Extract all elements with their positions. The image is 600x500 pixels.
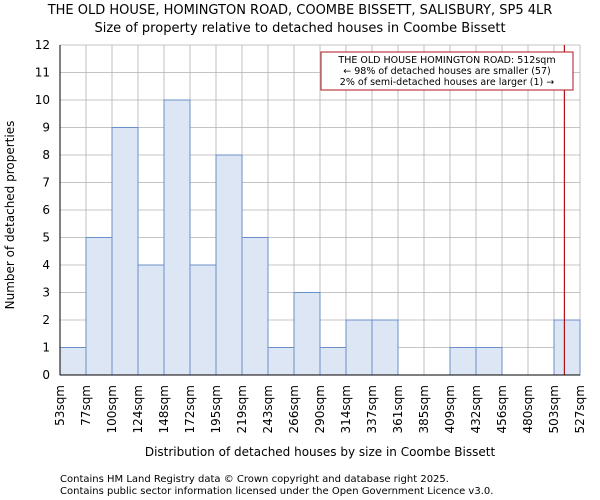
annotation-border	[320, 51, 574, 91]
annotation-line-3: 2% of semi-detached houses are larger (1…	[340, 77, 554, 88]
footer-line-1: Contains HM Land Registry data © Crown c…	[60, 474, 449, 485]
chart-subtitle: Size of property relative to detached ho…	[94, 21, 505, 36]
bar	[137, 264, 165, 376]
x-tick-label: 266sqm	[287, 385, 301, 433]
y-tick-label: 6	[42, 203, 50, 217]
bar	[241, 237, 269, 376]
bar	[267, 347, 295, 376]
y-tick-label: 10	[35, 93, 50, 107]
y-tick-label: 5	[42, 231, 50, 245]
x-tick-label: 503sqm	[547, 385, 561, 433]
y-tick-label: 3	[42, 286, 50, 300]
bar	[319, 347, 347, 376]
x-tick-label: 361sqm	[391, 385, 405, 433]
bar	[215, 154, 243, 376]
y-tick-label: 8	[42, 148, 50, 162]
annotation-line-1: THE OLD HOUSE HOMINGTON ROAD: 512sqm	[337, 55, 555, 66]
bar	[371, 319, 399, 376]
x-tick-label: 290sqm	[313, 385, 327, 433]
footer-line-2: Contains public sector information licen…	[60, 486, 493, 497]
x-tick-label: 243sqm	[261, 385, 275, 433]
y-tick-label: 4	[42, 258, 50, 272]
y-tick-label: 9	[42, 121, 50, 135]
axes	[59, 45, 580, 376]
x-tick-label: 337sqm	[365, 385, 379, 433]
y-tick-label: 12	[35, 38, 50, 52]
bar	[475, 347, 503, 376]
bars	[59, 99, 581, 376]
x-tick-label: 172sqm	[183, 385, 197, 433]
x-tick-label: 385sqm	[417, 385, 431, 433]
y-tick-label: 1	[42, 341, 50, 355]
y-tick-label: 11	[35, 66, 50, 80]
annotation-box: THE OLD HOUSE HOMINGTON ROAD: 512sqm ← 9…	[320, 51, 574, 91]
x-tick-label: 195sqm	[209, 385, 223, 433]
y-axis-label: Number of detached properties	[3, 121, 17, 310]
x-tick-label: 480sqm	[521, 385, 535, 433]
x-tick-label: 53sqm	[53, 385, 67, 426]
bar	[553, 319, 581, 376]
bar	[163, 99, 191, 376]
bar	[293, 292, 321, 376]
x-axis-label: Distribution of detached houses by size …	[145, 445, 496, 459]
chart-title: THE OLD HOUSE, HOMINGTON ROAD, COOMBE BI…	[47, 3, 553, 18]
x-tick-labels: 53sqm 77sqm 100sqm 124sqm 148sqm 172sqm 195sqm…	[53, 385, 587, 433]
bar	[345, 319, 373, 376]
x-tick-label: 456sqm	[495, 385, 509, 433]
y-tick-label: 0	[42, 368, 50, 382]
bar	[85, 237, 113, 376]
x-tick-label: 77sqm	[79, 385, 93, 426]
bar	[189, 264, 217, 376]
bar	[449, 347, 477, 376]
y-tick-label: 2	[42, 313, 50, 327]
x-tick-label: 314sqm	[339, 385, 353, 433]
annotation-line-2: ← 98% of detached houses are smaller (57…	[343, 66, 550, 77]
bar	[59, 347, 87, 376]
x-tick-label: 527sqm	[573, 385, 587, 433]
x-tick-label: 148sqm	[157, 385, 171, 433]
x-tick-label: 219sqm	[235, 385, 249, 433]
bar	[111, 127, 139, 376]
y-tick-label: 7	[42, 176, 50, 190]
x-tick-label: 432sqm	[469, 385, 483, 433]
x-tick-label: 124sqm	[131, 385, 145, 433]
x-tick-label: 100sqm	[105, 385, 119, 433]
x-tick-label: 409sqm	[443, 385, 457, 433]
